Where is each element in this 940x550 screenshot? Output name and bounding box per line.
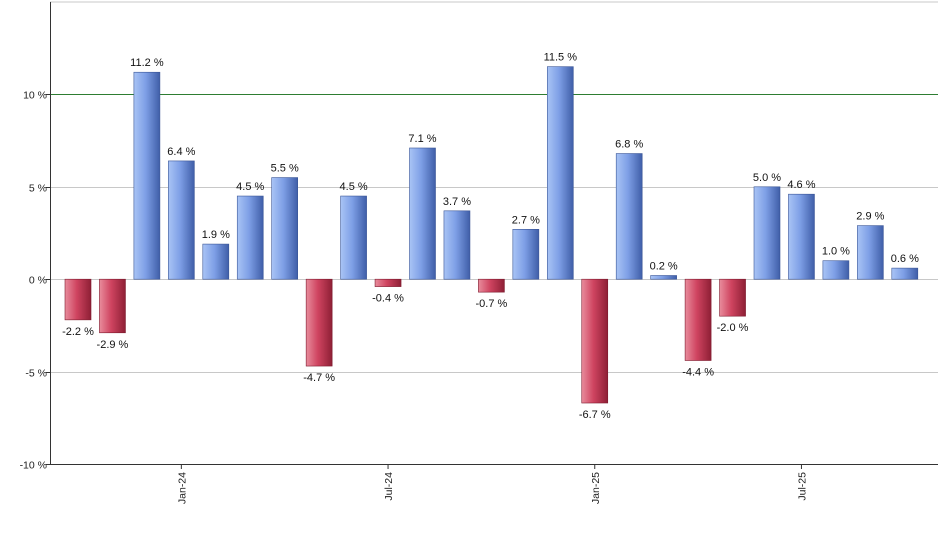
y-tick-label: 10 %	[23, 90, 47, 102]
bars	[64, 66, 919, 404]
data-label: 1.9 %	[202, 229, 230, 241]
bar	[236, 195, 264, 280]
data-label: -6.7 %	[579, 409, 611, 421]
data-label: 11.5 %	[544, 52, 578, 64]
data-label: 4.6 %	[787, 179, 815, 191]
data-label: 1.0 %	[822, 246, 850, 258]
x-tick-label: Jul-24	[383, 472, 395, 501]
bar	[305, 278, 333, 367]
data-label: 5.5 %	[271, 163, 299, 175]
bar	[650, 275, 677, 280]
bar	[478, 278, 505, 293]
bar	[64, 278, 92, 321]
bar	[168, 160, 195, 280]
x-tick-label: Jan-25	[590, 472, 602, 504]
bar	[374, 278, 402, 287]
data-label: 5.0 %	[753, 172, 781, 184]
bar	[753, 186, 781, 280]
x-tick-label: Jul-25	[796, 472, 808, 501]
data-label: -2.9 %	[97, 339, 129, 351]
data-label: 3.7 %	[443, 196, 471, 208]
y-tick-label: -5 %	[25, 368, 47, 380]
data-label: -4.7 %	[303, 372, 335, 384]
bar	[202, 243, 230, 280]
bar	[719, 278, 746, 317]
bar	[512, 229, 540, 280]
data-label: 11.2 %	[130, 57, 164, 69]
bar	[788, 193, 815, 280]
bar	[891, 267, 919, 280]
bar	[99, 278, 126, 334]
labels: -10 % -5 % 0 % 5 % 10 % -2.2 %-2.9 % 11.2 % 6.4…	[20, 52, 920, 504]
bar	[443, 210, 471, 280]
bar	[271, 177, 299, 280]
bar	[581, 278, 609, 404]
data-label: -2.0 %	[717, 322, 749, 334]
y-tick-label: 5 %	[29, 183, 47, 195]
bar	[684, 278, 712, 361]
data-label: 6.4 %	[167, 146, 195, 158]
data-label: -4.4 %	[682, 367, 714, 379]
bar	[133, 71, 161, 280]
data-label: 2.7 %	[512, 214, 540, 226]
data-label: 2.9 %	[856, 211, 884, 223]
x-tick-label: Jan-24	[176, 472, 188, 504]
axes	[46, 2, 938, 469]
bar	[409, 147, 436, 280]
bar	[615, 153, 643, 280]
data-label: -2.2 %	[62, 326, 94, 338]
bar	[546, 66, 574, 280]
data-label: -0.4 %	[372, 293, 404, 305]
data-label: 0.6 %	[891, 253, 919, 265]
bar	[857, 225, 884, 280]
bar	[822, 260, 850, 280]
y-tick-label: 0 %	[29, 275, 47, 287]
data-label: 7.1 %	[408, 133, 436, 145]
data-label: 0.2 %	[650, 261, 678, 273]
y-tick-label: -10 %	[20, 460, 47, 472]
data-label: 4.5 %	[340, 181, 368, 193]
data-label: 4.5 %	[236, 181, 264, 193]
bar	[340, 195, 367, 280]
data-label: 6.8 %	[615, 139, 643, 151]
data-label: -0.7 %	[476, 298, 508, 310]
